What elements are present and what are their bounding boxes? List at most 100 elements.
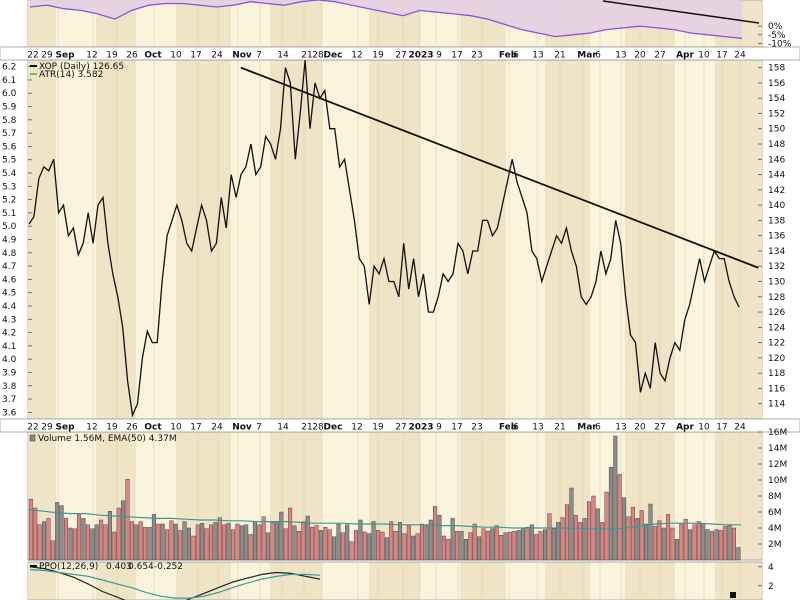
lower-right-tick-label: 2 <box>768 582 774 592</box>
volume-bar <box>345 524 350 561</box>
trendline-0 <box>240 66 759 269</box>
x-axis-label: 29 <box>41 423 53 433</box>
volume-bar <box>349 541 354 561</box>
month-band <box>369 562 420 600</box>
volume-bar <box>679 523 684 561</box>
x-axis-label: 14 <box>277 51 289 61</box>
volume-bar <box>323 527 328 561</box>
volume-bar <box>235 523 240 561</box>
volume-bar <box>490 528 495 561</box>
volume-right-tick-label: 6M <box>768 508 782 518</box>
x-axis-label: Mar <box>577 423 597 433</box>
volume-bar <box>578 522 583 561</box>
upper-right-tick-label: -10% <box>768 40 792 50</box>
volume-bar <box>587 501 592 561</box>
x-axis-label: Oct <box>144 51 162 61</box>
x-axis-strip <box>0 46 800 61</box>
right-tick-label: 122 <box>768 339 785 349</box>
volume-bar <box>569 487 574 561</box>
volume-bar <box>398 522 403 561</box>
volume-bar <box>310 527 315 561</box>
volume-bar <box>481 528 486 561</box>
left-tick-label: 3.9 <box>2 368 17 378</box>
volume-bar <box>261 516 266 561</box>
volume-bar <box>503 532 508 561</box>
volume-bar <box>652 526 657 561</box>
volume-bar <box>103 524 108 561</box>
legend-swatch-volume <box>29 434 36 442</box>
left-tick-label: 5.4 <box>2 169 17 179</box>
volume-bar <box>499 535 504 561</box>
volume-right-tick-label: 14M <box>768 444 787 454</box>
upper-indicator-panel: 0%-5%-10% <box>29 0 792 50</box>
right-tick-label: 154 <box>768 94 785 104</box>
volume-bar <box>59 505 64 561</box>
volume-bar <box>635 518 640 561</box>
month-band <box>545 562 590 600</box>
volume-bar <box>389 521 394 561</box>
x-axis-label: 12 <box>86 51 97 61</box>
month-band <box>270 0 322 47</box>
right-tick-label: 118 <box>768 369 785 379</box>
volume-bar <box>477 536 482 561</box>
volume-bar <box>112 531 117 561</box>
x-axis-label: 9 <box>436 423 442 433</box>
left-tick-label: 6.2 <box>2 63 16 73</box>
lower-right-tick-label: 4 <box>768 563 774 573</box>
left-tick-label: 5.9 <box>2 103 17 113</box>
right-tick-label: 114 <box>768 400 785 410</box>
volume-bar <box>204 528 209 561</box>
x-axis-label: 6 <box>595 423 601 433</box>
x-axis-label: Feb <box>499 51 518 61</box>
right-tick-label: 126 <box>768 308 785 318</box>
volume-bar <box>692 524 697 561</box>
volume-bar <box>376 530 381 561</box>
upper-right-tick-label: 0% <box>768 22 783 32</box>
x-axis-label: 17 <box>190 423 201 433</box>
upper-fill-area <box>30 0 742 39</box>
x-axis-label: 21 <box>301 51 312 61</box>
left-tick-label: 5.8 <box>2 116 17 126</box>
volume-bar <box>661 527 666 561</box>
right-tick-label: 134 <box>768 247 785 257</box>
volume-bar <box>173 523 178 561</box>
volume-bar <box>77 514 82 561</box>
volume-bar <box>648 503 653 561</box>
x-axis-label: 23 <box>471 51 482 61</box>
volume-bar <box>42 521 47 561</box>
x-axis-label: 17 <box>451 51 462 61</box>
right-tick-label: 132 <box>768 262 785 272</box>
x-axis-label: 17 <box>716 423 727 433</box>
volume-bar <box>565 504 570 561</box>
legend-ppo-2: 0.654 <box>128 562 154 572</box>
legend-volume-label: Volume 1.56M, EMA(50) 4.37M <box>38 434 177 444</box>
x-axis-label: 21 <box>554 423 565 433</box>
x-axis-label: 29 <box>41 51 53 61</box>
volume-bar <box>723 526 728 561</box>
x-axis-label: Mar <box>577 51 597 61</box>
volume-bar <box>543 529 548 561</box>
volume-bar <box>494 525 499 561</box>
left-tick-label: 5.1 <box>2 209 16 219</box>
month-band <box>96 562 135 600</box>
volume-bar <box>239 525 244 561</box>
x-axis-bottom: 22 29 Sep 12 19 26 Oct 10 17 24 Nov 7 14 21 28 Dec 12 19 2… <box>27 423 746 433</box>
x-axis-label: 19 <box>106 51 118 61</box>
volume-bar <box>332 536 337 561</box>
volume-bar <box>732 527 737 561</box>
left-tick-label: 3.8 <box>2 382 17 392</box>
volume-bar <box>107 511 112 561</box>
month-band <box>28 60 56 419</box>
volume-bar <box>670 527 675 561</box>
volume-bar <box>521 527 526 561</box>
x-axis-label: 21 <box>301 423 312 433</box>
x-axis-label: 13 <box>615 51 626 61</box>
x-axis-label: Apr <box>676 423 694 433</box>
volume-bar <box>420 523 425 561</box>
x-axis-label: 7 <box>256 423 262 433</box>
volume-bar <box>94 524 99 561</box>
price-panel: 6.2 6.1 6.0 5.9 5.8 5.7 5.6 5.5 5.4 5.3 5.2 5.1 5.0 4… <box>2 59 785 418</box>
volume-bar <box>208 524 213 561</box>
volume-right-tick-label: 16M <box>768 428 787 438</box>
volume-bar <box>736 547 741 561</box>
